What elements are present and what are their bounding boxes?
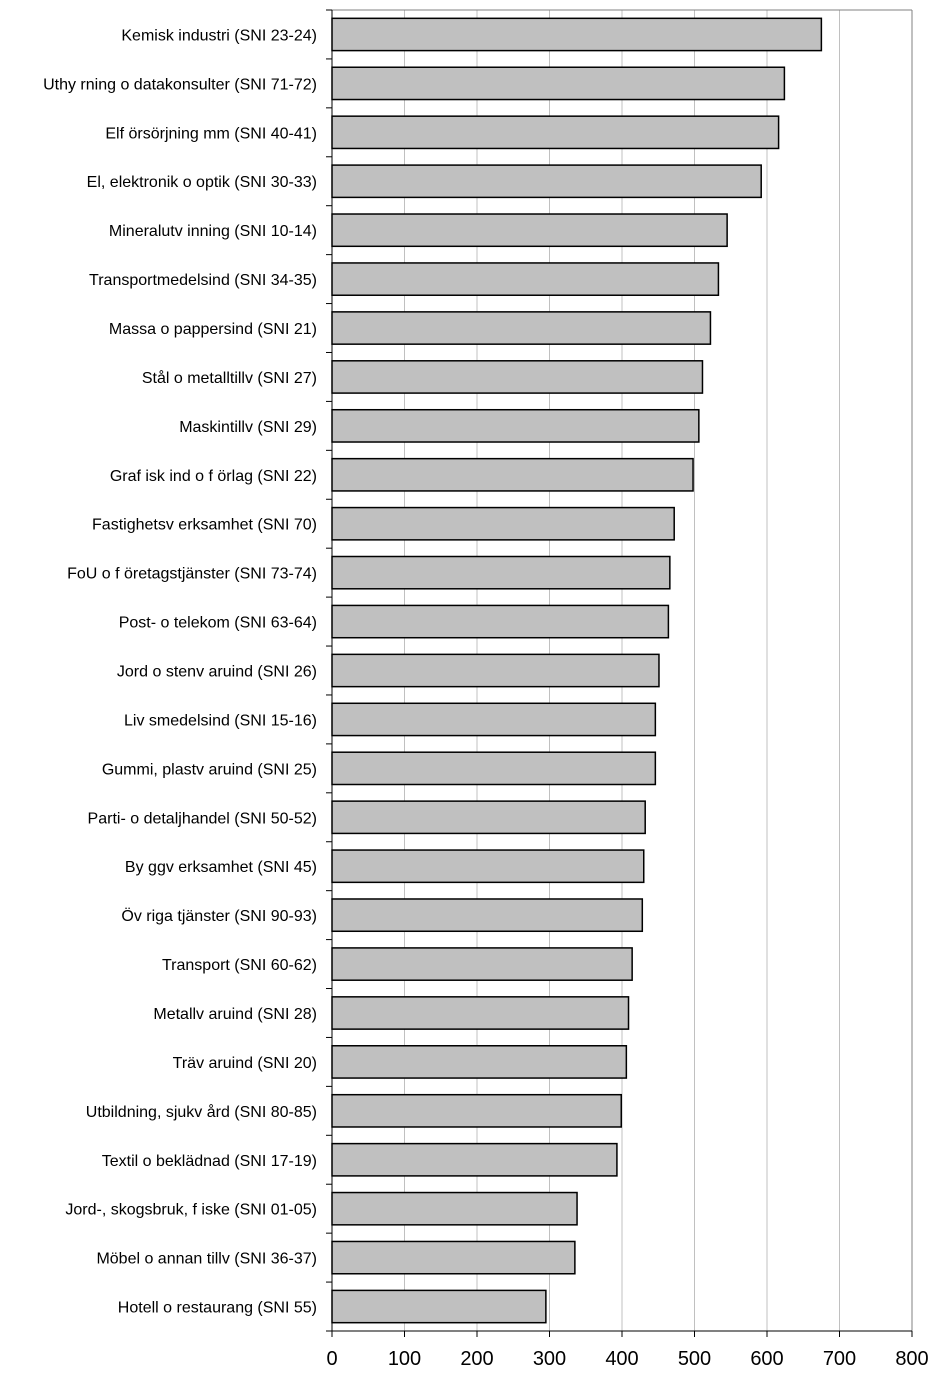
bar (331, 849, 645, 884)
category-label: Textil o beklädnad (SNI 17-19) (102, 1153, 317, 1170)
bar (331, 66, 786, 101)
bar (331, 262, 720, 296)
bar (331, 164, 762, 199)
bar (331, 115, 780, 150)
category-label: Jord o stenv aruind (SNI 26) (117, 664, 317, 681)
bar (331, 1142, 618, 1177)
bar (331, 1093, 623, 1128)
category-label: Kemisk industri (SNI 23-24) (121, 27, 317, 44)
category-label: Gummi, plastv aruind (SNI 25) (102, 761, 317, 778)
category-label: Fastighetsv erksamhet (SNI 70) (92, 517, 317, 534)
category-label: Post- o telekom (SNI 63-64) (119, 615, 317, 632)
category-label: Transportmedelsind (SNI 34-35) (89, 272, 317, 289)
category-label: Metallv aruind (SNI 28) (153, 1006, 317, 1023)
bar (331, 751, 657, 786)
bar (331, 604, 670, 639)
category-label: Uthy rning o datakonsulter (SNI 71-72) (43, 76, 317, 93)
bar (331, 1191, 578, 1226)
x-tick-label: 600 (750, 1348, 783, 1370)
bar (331, 898, 644, 933)
x-tick-label: 500 (678, 1348, 711, 1370)
category-label: Transport (SNI 60-62) (162, 957, 317, 974)
bar (331, 1045, 628, 1079)
x-tick-label: 400 (605, 1348, 638, 1370)
bar (331, 653, 660, 688)
category-label: Mineralutv inning (SNI 10-14) (109, 223, 317, 240)
category-label: Utbildning, sjukv ård (SNI 80-85) (86, 1103, 317, 1121)
x-tick-label: 700 (823, 1348, 856, 1370)
bar (331, 947, 633, 981)
category-label: Möbel o annan tillv (SNI 36-37) (96, 1251, 317, 1268)
bar (331, 996, 630, 1030)
x-tick-label: 800 (895, 1348, 928, 1370)
category-label: Massa o pappersind (SNI 21) (109, 321, 317, 338)
category-label: Träv aruind (SNI 20) (173, 1055, 317, 1072)
category-label: Öv riga tjänster (SNI 90-93) (121, 907, 317, 925)
bar (331, 311, 712, 345)
bar (331, 457, 694, 492)
x-tick-label: 200 (460, 1348, 493, 1370)
bar (331, 1289, 547, 1324)
category-label: Liv smedelsind (SNI 15-16) (124, 712, 317, 729)
category-label: Maskintillv (SNI 29) (179, 419, 317, 436)
bar (331, 360, 704, 394)
x-tick-label: 0 (326, 1348, 337, 1370)
x-tick-label: 100 (388, 1348, 421, 1370)
bar (331, 702, 657, 737)
category-label: Stål o metalltillv (SNI 27) (142, 369, 317, 387)
category-label: El, elektronik o optik (SNI 30-33) (87, 174, 317, 191)
x-tick-label: 300 (533, 1348, 566, 1370)
category-label: Hotell o restaurang (SNI 55) (118, 1300, 317, 1317)
category-label: Elf örsörjning mm (SNI 40-41) (105, 125, 317, 142)
bar (331, 1240, 576, 1275)
category-label: By ggv erksamhet (SNI 45) (125, 859, 317, 876)
bar (331, 213, 728, 248)
bar (331, 17, 823, 52)
bar (331, 506, 675, 541)
category-label: FoU o f öretagstjänster (SNI 73-74) (67, 566, 317, 583)
category-label: Graf isk ind o f örlag (SNI 22) (110, 468, 317, 485)
bar (331, 800, 646, 835)
category-label: Jord-, skogsbruk, f iske (SNI 01-05) (65, 1202, 317, 1219)
category-label: Parti- o detaljhandel (SNI 50-52) (88, 810, 317, 827)
bar (331, 555, 671, 590)
bar (331, 408, 700, 443)
